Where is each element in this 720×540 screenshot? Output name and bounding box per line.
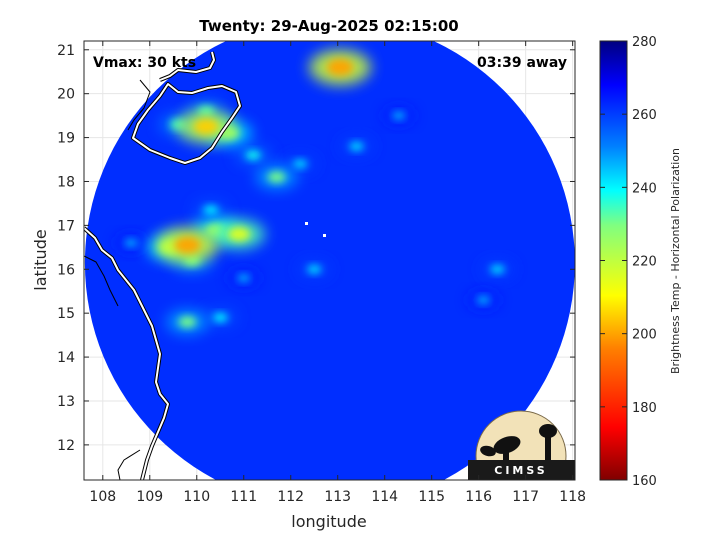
convection-cell [124,238,138,248]
chart-title: Twenty: 29-Aug-2025 02:15:00 [199,17,458,35]
y-tick-label: 12 [57,438,75,454]
plot-frame [83,40,576,481]
coastline [84,51,242,480]
y-tick-label: 21 [57,43,75,59]
logo-text: CIMSS [494,464,547,477]
y-tick-label: 20 [57,87,75,103]
storm-center-marker [305,222,308,225]
colorbar-tick-label: 280 [632,35,657,50]
colorbar-tick-label: 240 [632,181,657,196]
convection-cell [193,118,219,135]
x-tick-label: 111 [230,489,257,505]
y-tick-label: 13 [57,394,75,410]
x-tick-label: 114 [371,489,398,505]
x-tick-label: 115 [418,489,445,505]
convection-cell [490,264,505,274]
x-tick-label: 116 [465,489,492,505]
y-axis-label: latitude [31,229,50,290]
satellite-dish-icon [493,436,521,454]
mainland-north-coast [159,51,215,81]
colorbar-label: Brightness Temp - Horizontal Polarizatio… [669,148,682,374]
y-tick-label: 19 [57,131,75,147]
logo-ground [468,460,575,480]
y-tick-label: 15 [57,306,75,322]
time-away-annotation: 03:39 away [477,55,567,71]
convection-cell [203,205,219,215]
y-tick-label: 17 [57,218,75,234]
convection-cell [228,227,251,242]
convection-cell [292,159,308,169]
x-tick-label: 113 [324,489,351,505]
x-tick-label: 112 [277,489,304,505]
y-tick-label: 16 [57,262,75,278]
convection-cells [115,49,515,335]
convection-cell [245,150,261,161]
water-tower-icon [539,424,557,438]
inland-border [84,79,151,480]
y-axis-ticks: 12 13 14 15 16 17 18 19 20 21 [57,43,575,454]
x-tick-label: 108 [89,489,116,505]
small-dish-icon [480,445,496,457]
convection-cell [349,141,364,151]
convection-cell [326,59,354,76]
island-marker [323,234,326,237]
dish-support-icon [503,448,509,462]
convection-cell [174,236,201,254]
convection-cell [212,312,228,323]
y-tick-label: 14 [57,350,75,366]
x-tick-label: 118 [559,489,586,505]
colorbar-tick-label: 220 [632,255,657,270]
convection-cell [392,111,406,120]
colorbar-tick-label: 160 [632,474,657,489]
mainland-coastline [84,227,169,480]
convection-cell [476,295,491,305]
hainan-coastline [132,83,241,164]
cimss-logo: CIMSS [468,410,575,480]
x-tick-label: 117 [512,489,539,505]
water-tower-legs [545,436,551,464]
convection-cell [267,171,286,183]
vmax-annotation: Vmax: 30 kts [93,55,196,71]
colorbar-tick-label: 180 [632,401,657,416]
colorbar-tick-label: 200 [632,328,657,343]
x-axis-ticks: 108 109 110 111 112 113 114 115 116 117 118 [89,41,586,505]
y-tick-label: 18 [57,174,75,190]
x-tick-label: 109 [136,489,163,505]
colorbar-tick-label: 260 [632,108,657,123]
convection-cell [237,273,251,283]
convection-cell [307,264,322,274]
x-axis-label: longitude [291,512,366,531]
x-tick-label: 110 [183,489,210,505]
convection-cell [178,316,197,328]
colorbar-ticks: 160 180 200 220 240 260 280 [600,35,657,489]
